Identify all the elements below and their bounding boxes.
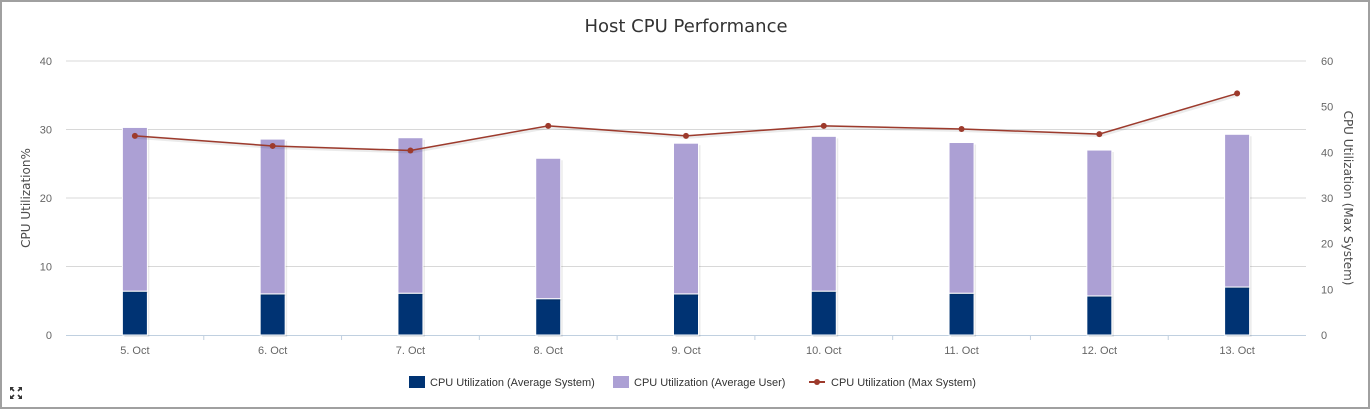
legend-label: CPU Utilization (Average System) [430,377,595,389]
x-tick-label: 12. Oct [1082,345,1117,357]
max-system-point[interactable] [545,122,552,129]
max-system-point[interactable] [958,126,965,133]
bar-avg-user[interactable] [1086,149,1113,297]
left-axis-title: CPU Utilization% [19,148,33,248]
left-tick-label: 0 [46,330,52,342]
bar-avg-system[interactable] [810,290,837,336]
left-tick-label: 30 [40,125,52,137]
right-tick-label: 30 [1321,193,1333,205]
x-tick-label: 5. Oct [120,345,149,357]
bar-avg-system[interactable] [1224,286,1251,336]
bar-avg-user[interactable] [121,126,148,292]
max-system-line [134,92,1238,152]
max-system-point[interactable] [683,132,689,139]
max-system-point[interactable] [1096,131,1103,138]
x-tick-label: 9. Oct [671,345,700,357]
bar-avg-user[interactable] [535,157,562,300]
legend-swatch [613,376,629,388]
bar-avg-system[interactable] [1086,295,1113,336]
legend-item[interactable]: CPU Utilization (Average System) [409,376,595,389]
x-tick-label: 13. Oct [1219,345,1254,357]
legend-label: CPU Utilization (Max System) [831,377,976,389]
legend-item[interactable]: CPU Utilization (Max System) [809,377,976,389]
left-tick-label: 40 [40,56,52,68]
bar-avg-user[interactable] [673,142,699,295]
bar-avg-user[interactable] [1224,133,1251,288]
chart-title: Host CPU Performance [584,16,787,37]
bar-avg-system[interactable] [121,290,148,336]
bar-avg-user[interactable] [397,137,424,294]
max-system-point[interactable] [131,132,138,139]
max-system-point[interactable] [407,147,414,154]
bars [121,126,1252,337]
max-system-point[interactable] [820,122,827,129]
right-tick-label: 50 [1321,102,1333,114]
legend-label: CPU Utilization (Average User) [634,377,785,389]
legend-marker [814,379,820,385]
line-series [131,90,1241,154]
x-tick-label: 11. Oct [944,345,979,357]
bar-avg-user[interactable] [259,138,286,295]
expand-arrows-icon [10,387,22,399]
left-tick-label: 10 [40,262,52,274]
right-tick-label: 40 [1321,147,1333,159]
bar-avg-user[interactable] [810,135,837,292]
right-tick-label: 20 [1321,239,1333,251]
legend-swatch [409,376,425,388]
expand-chart-button[interactable] [9,386,23,400]
x-tick-label: 10. Oct [806,345,841,357]
bar-avg-system[interactable] [259,293,286,336]
x-tick-label: 8. Oct [534,345,563,357]
max-system-point[interactable] [1234,90,1241,97]
right-tick-label: 10 [1321,284,1333,296]
max-system-point[interactable] [269,142,276,149]
x-tick-label: 7. Oct [396,345,425,357]
bar-avg-user[interactable] [948,142,975,294]
right-tick-label: 60 [1321,56,1333,68]
right-tick-label: 0 [1321,330,1327,342]
legend-item[interactable]: CPU Utilization (Average User) [613,376,785,389]
bar-avg-system[interactable] [535,298,562,336]
bar-avg-system[interactable] [673,293,699,336]
x-tick-label: 6. Oct [258,345,287,357]
bar-avg-system[interactable] [397,292,424,336]
left-tick-label: 20 [40,193,52,205]
bar-avg-system[interactable] [948,292,975,336]
legend[interactable]: CPU Utilization (Average System) CPU Util… [409,376,976,389]
axes: 0 10 20 30 40 0 10 20 30 40 50 60 5. Oct 6. Oct 7. Oct… [40,56,1334,357]
right-axis-title: CPU Utilization (Max System) [1341,111,1355,286]
